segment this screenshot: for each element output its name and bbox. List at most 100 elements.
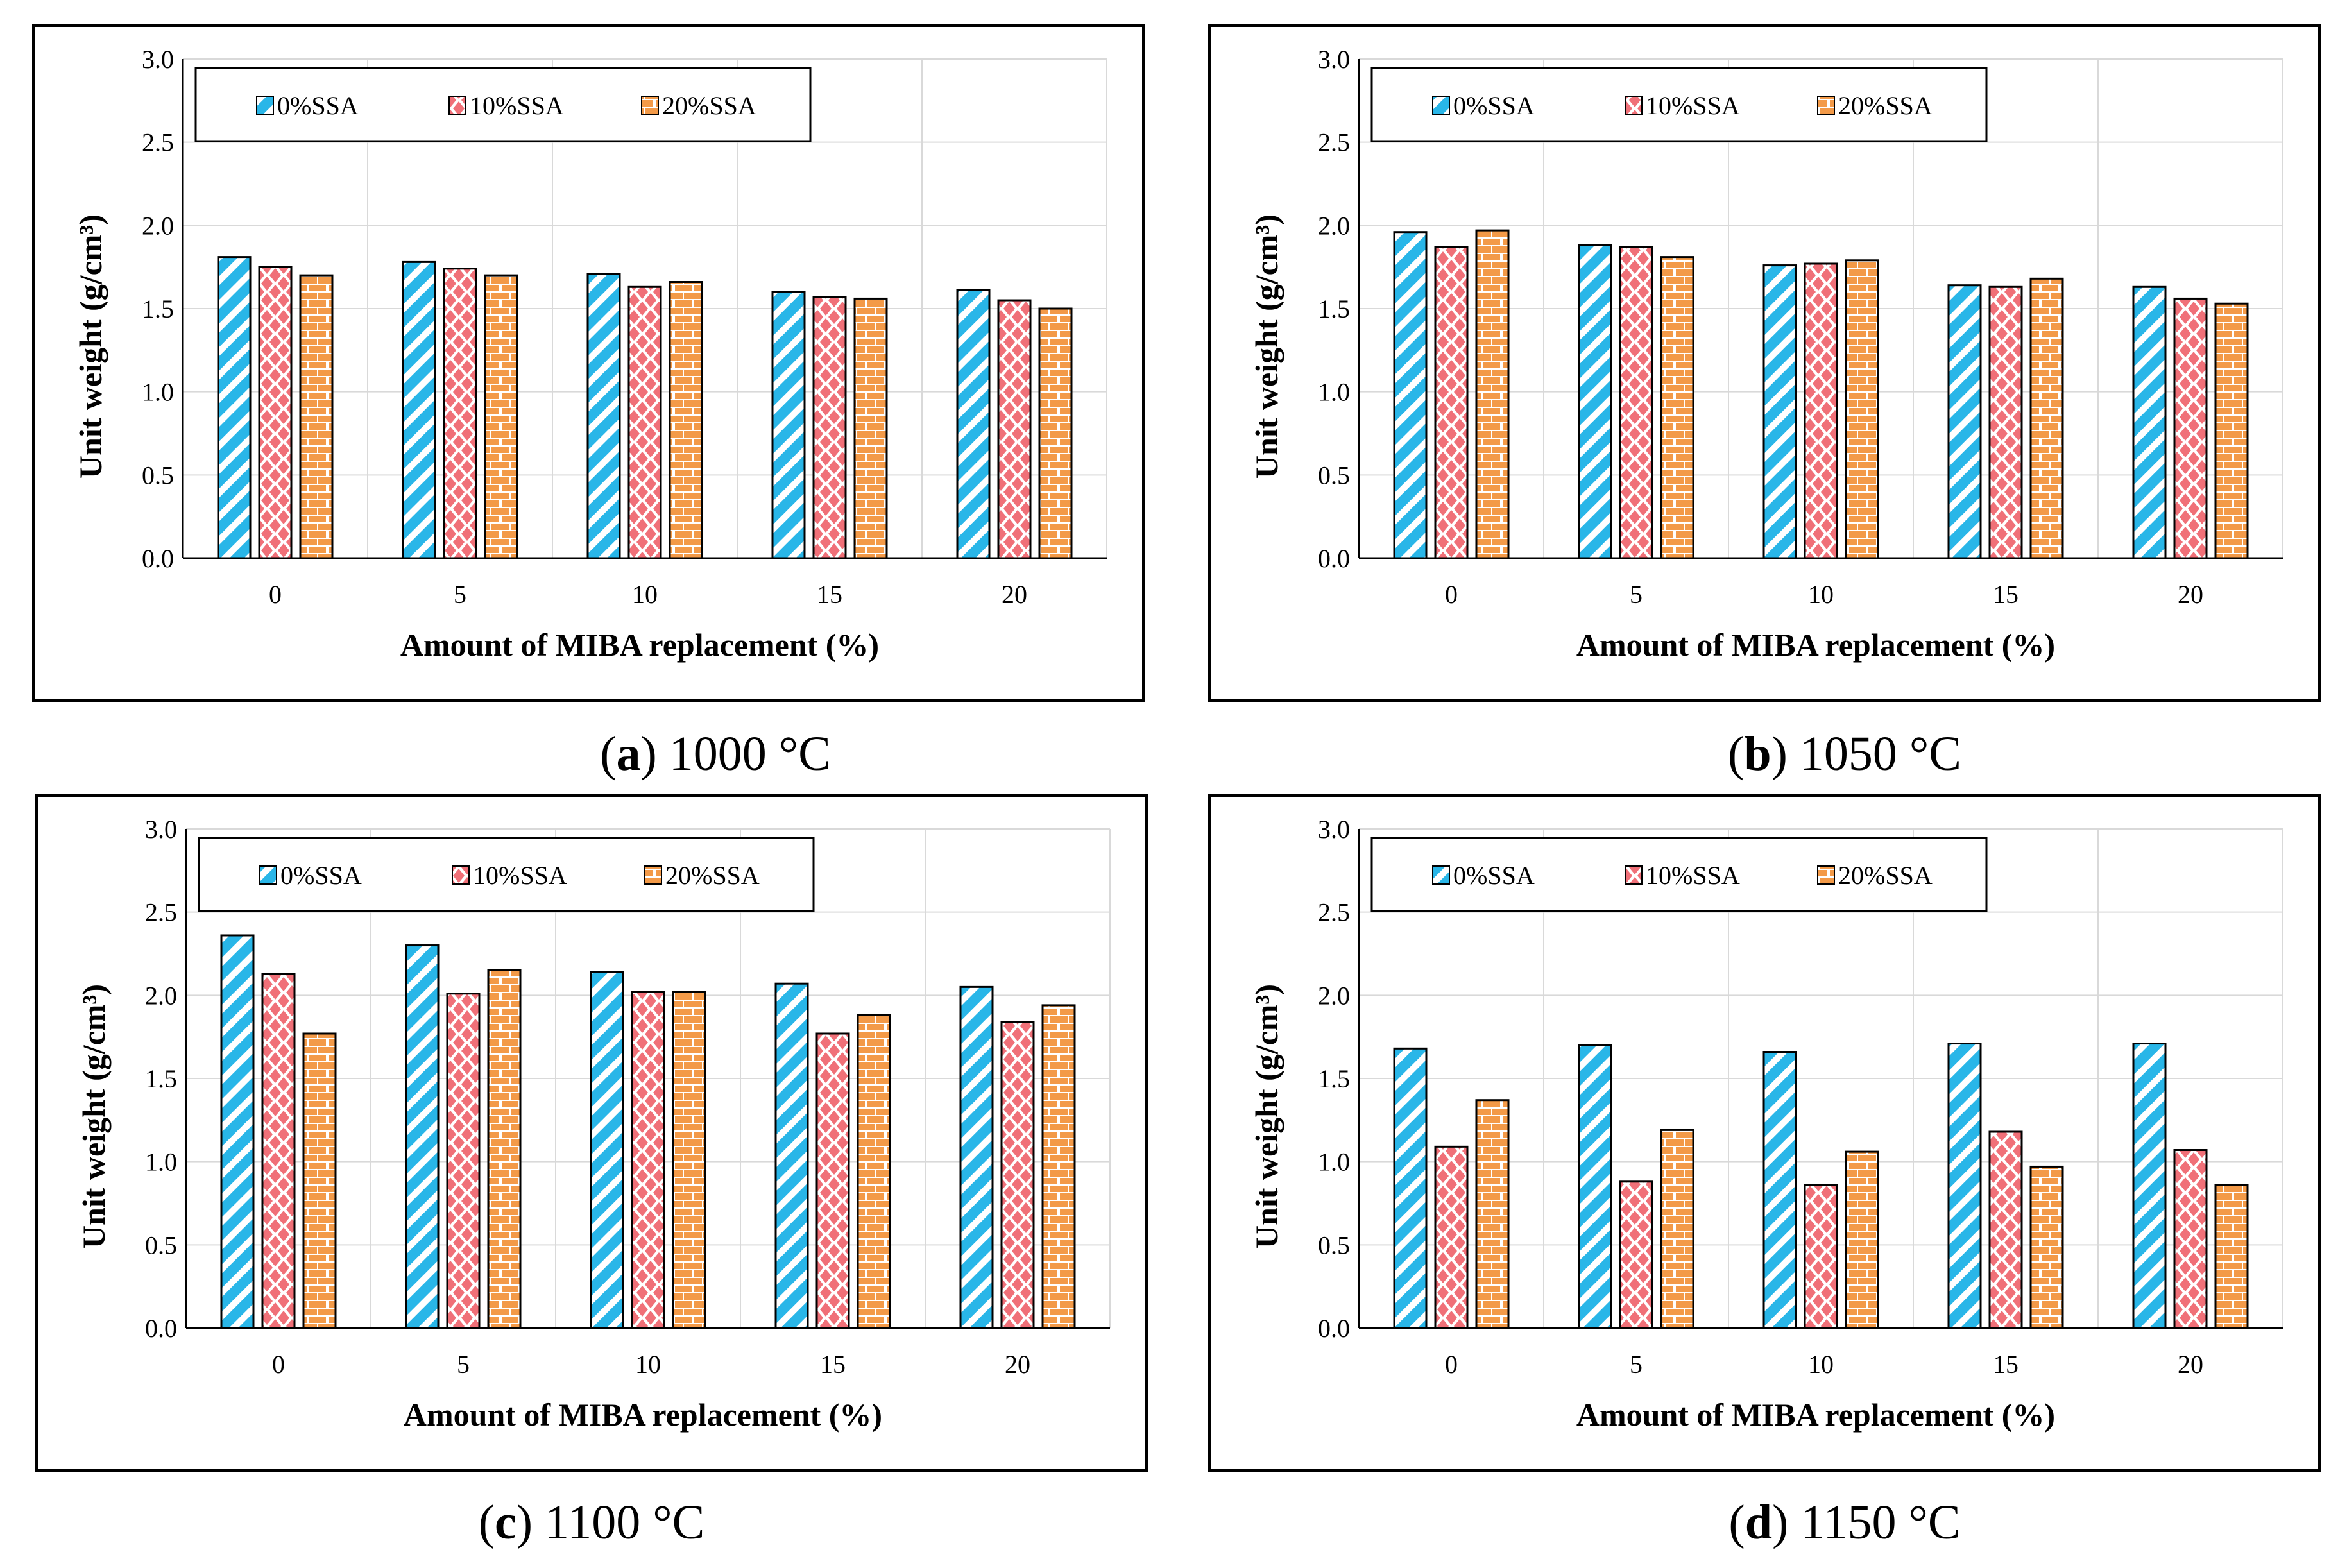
panel-d-ytick-label: 2.5 (1318, 898, 1350, 927)
panel-d-xlabel: Amount of MIBA replacement (%) (1576, 1397, 2055, 1433)
panel-c-bar-20pctssa-5 (487, 969, 522, 1329)
panel-d-xtick-label: 15 (1993, 1350, 2018, 1379)
panel-c-xlabel: Amount of MIBA replacement (%) (404, 1397, 882, 1433)
panel-d-bar-0pctssa-0 (1393, 1047, 1428, 1329)
panel-b-legend-label-10pctssa: 10%SSA (1646, 91, 1740, 120)
panel-b-bar-0pctssa-10 (1762, 264, 1797, 559)
panel-b-ytick-label: 2.0 (1318, 211, 1350, 240)
panel-a-bar-20pctssa-15 (853, 297, 888, 559)
panel-a-axes (182, 59, 1107, 559)
panel-b-legend: 0%SSA 10%SSA 20%SSA (1370, 67, 1988, 142)
panel-a-bar-20pctssa-0 (299, 274, 334, 559)
panel-a-legend-swatch-20pctssa (641, 96, 659, 115)
panel-c-bar-0pctssa-0 (220, 934, 255, 1329)
panel-b-bar-0pctssa-15 (1947, 284, 1982, 559)
panel-d-axes (1358, 829, 2283, 1329)
panel-c-ytick-label: 0.0 (145, 1314, 177, 1343)
panel-d-ytick-label: 3.0 (1318, 815, 1350, 844)
panel-b-legend-swatch-20pctssa (1817, 96, 1835, 115)
panel-a-ylabel: Unit weight (g/cm³) (73, 214, 108, 479)
panel-a-bar-20pctssa-10 (669, 281, 703, 559)
panel-b-ytick-label: 0.5 (1318, 461, 1350, 490)
panel-b-bar-0pctssa-0 (1393, 231, 1428, 559)
panel-d-xtick-label: 0 (1445, 1350, 1458, 1379)
panel-d-legend-label-20pctssa: 20%SSA (1838, 861, 1933, 890)
panel-d-y-ticks: 0.0 0.5 1.0 1.5 2.0 2.5 3.0 (1318, 815, 1350, 1343)
panel-c-legend-label-20pctssa: 20%SSA (665, 861, 760, 890)
panel-b-bar-0pctssa-20 (2132, 285, 2167, 559)
panel-d-ytick-label: 1.5 (1318, 1064, 1350, 1093)
panel-a-xtick-label: 5 (454, 580, 466, 609)
panel-d-legend-label-0pctssa: 0%SSA (1453, 861, 1535, 890)
panel-d-legend-swatch-20pctssa (1817, 865, 1835, 885)
panel-b-legend-label-0pctssa: 0%SSA (1453, 91, 1535, 120)
panel-a-ytick-label: 1.0 (142, 378, 174, 407)
panel-a-bar-0pctssa-15 (771, 291, 806, 559)
panel-b-xtick-label: 10 (1808, 580, 1834, 609)
panel-c-bar-10pctssa-5 (446, 993, 481, 1329)
panel-a-xtick-label: 20 (1002, 580, 1027, 609)
panel-a-bar-10pctssa-10 (627, 285, 662, 559)
panel-b-bar-20pctssa-20 (2214, 302, 2249, 559)
panel-b-bar-20pctssa-15 (2029, 277, 2064, 559)
panel-c-bar-20pctssa-10 (672, 991, 706, 1329)
panel-a-caption: (a) 1000 °C (600, 727, 831, 781)
panel-c-bar-10pctssa-15 (815, 1032, 850, 1329)
panel-d-bar-10pctssa-10 (1804, 1184, 1838, 1329)
panel-d-xtick-label: 5 (1630, 1350, 1643, 1379)
panel-a-legend-label-10pctssa: 10%SSA (470, 91, 564, 120)
panel-c-axes (185, 829, 1110, 1329)
panel-c-y-ticks: 0.0 0.5 1.0 1.5 2.0 2.5 3.0 (145, 815, 177, 1343)
panel-a-ytick-label: 0.0 (142, 544, 174, 573)
panel-c-bar-10pctssa-20 (1000, 1021, 1035, 1329)
panel-a-legend-label-20pctssa: 20%SSA (662, 91, 756, 120)
panel-b-bar-10pctssa-5 (1619, 246, 1653, 559)
panel-c-xtick-label: 10 (635, 1350, 661, 1379)
panel-c-ylabel: Unit weight (g/cm³) (76, 984, 112, 1248)
panel-b-caption: (b) 1050 °C (1728, 727, 1961, 781)
panel-b-x-ticks: 0 5 10 15 20 (1445, 580, 2203, 609)
panel-b-xtick-label: 5 (1630, 580, 1643, 609)
panel-a-y-ticks: 0.0 0.5 1.0 1.5 2.0 2.5 3.0 (142, 45, 174, 573)
panel-c-legend-swatch-0pctssa (259, 865, 277, 885)
panel-a-ytick-label: 3.0 (142, 45, 174, 74)
panel-c-legend-swatch-10pctssa (452, 865, 470, 885)
panel-a-bar-0pctssa-0 (217, 256, 252, 559)
panel-a: 0.0 0.5 1.0 1.5 2.0 2.5 3.0 0 5 10 15 20 Unit weig… (32, 24, 1145, 781)
panel-a-legend-swatch-10pctssa (448, 96, 466, 115)
panel-c-legend-box (198, 837, 815, 912)
panel-c-caption: (c) 1100 °C (479, 1496, 705, 1549)
panel-c-xtick-label: 5 (457, 1350, 470, 1379)
panel-c-xtick-label: 0 (272, 1350, 285, 1379)
panel-a-bar-0pctssa-5 (402, 260, 436, 559)
panel-c-legend-swatch-20pctssa (644, 865, 662, 885)
panel-b-xtick-label: 20 (2178, 580, 2203, 609)
panel-d-legend-label-10pctssa: 10%SSA (1646, 861, 1740, 890)
panel-a-xtick-label: 0 (269, 580, 282, 609)
panel-d-ylabel: Unit weight (g/cm³) (1249, 984, 1284, 1248)
panel-b-bar-10pctssa-10 (1804, 262, 1838, 559)
panel-c-bar-20pctssa-0 (302, 1032, 337, 1329)
panel-c-x-ticks: 0 5 10 15 20 (272, 1350, 1030, 1379)
panel-b-ytick-label: 2.5 (1318, 128, 1350, 157)
panel-a-bar-10pctssa-15 (812, 296, 847, 559)
panel-b-bar-10pctssa-20 (2173, 297, 2208, 559)
panel-b-ytick-label: 3.0 (1318, 45, 1350, 74)
panel-c-bar-20pctssa-20 (1041, 1004, 1076, 1329)
panel-a-xtick-label: 10 (632, 580, 658, 609)
panel-d-bar-10pctssa-15 (1988, 1130, 2023, 1329)
panel-c: 0.0 0.5 1.0 1.5 2.0 2.5 3.0 0 5 10 15 20 Unit weig… (35, 794, 1148, 1549)
panel-a-bar-20pctssa-5 (484, 274, 518, 559)
panel-d-ytick-label: 1.0 (1318, 1148, 1350, 1177)
panel-b-bar-20pctssa-5 (1660, 256, 1694, 559)
panel-a-bar-0pctssa-10 (586, 273, 621, 559)
panel-c-ytick-label: 3.0 (145, 815, 177, 844)
panel-b-legend-swatch-0pctssa (1432, 96, 1450, 115)
panel-d-bar-20pctssa-20 (2214, 1184, 2249, 1329)
panel-c-ytick-label: 1.5 (145, 1064, 177, 1093)
panel-d-bar-10pctssa-5 (1619, 1180, 1653, 1329)
panel-b-legend-box (1370, 67, 1988, 142)
panel-a-bar-0pctssa-20 (956, 289, 991, 559)
panel-a-ytick-label: 2.0 (142, 211, 174, 240)
